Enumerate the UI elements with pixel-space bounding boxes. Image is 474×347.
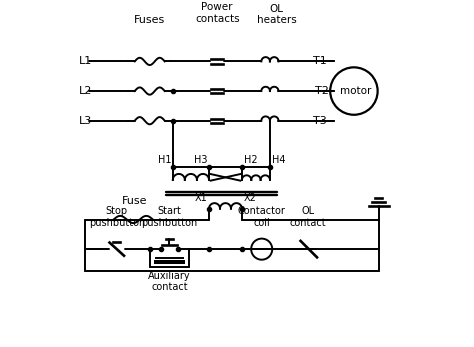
Text: Power
contacts: Power contacts bbox=[195, 2, 239, 24]
Text: H2: H2 bbox=[244, 155, 257, 165]
Text: H1: H1 bbox=[158, 155, 171, 165]
Text: T2: T2 bbox=[315, 86, 328, 96]
Text: X1: X1 bbox=[195, 193, 207, 203]
Text: X2: X2 bbox=[244, 193, 256, 203]
Text: L1: L1 bbox=[79, 57, 92, 66]
Text: H4: H4 bbox=[272, 155, 285, 165]
Text: Fuse: Fuse bbox=[122, 196, 147, 206]
Text: L2: L2 bbox=[79, 86, 92, 96]
Text: Start
pushbutton: Start pushbutton bbox=[141, 206, 198, 228]
Text: H3: H3 bbox=[194, 155, 207, 165]
Text: motor: motor bbox=[340, 86, 371, 96]
Text: Fuses: Fuses bbox=[134, 15, 165, 25]
Text: T1: T1 bbox=[313, 57, 327, 66]
Text: OL
contact: OL contact bbox=[290, 206, 326, 228]
Text: Contactor
coil: Contactor coil bbox=[238, 206, 286, 228]
Text: Stop
pushbutton: Stop pushbutton bbox=[89, 206, 145, 228]
Text: OL
heaters: OL heaters bbox=[256, 3, 296, 25]
Text: Auxiliary
contact: Auxiliary contact bbox=[148, 271, 191, 292]
Text: L3: L3 bbox=[79, 116, 92, 126]
Text: T3: T3 bbox=[313, 116, 327, 126]
